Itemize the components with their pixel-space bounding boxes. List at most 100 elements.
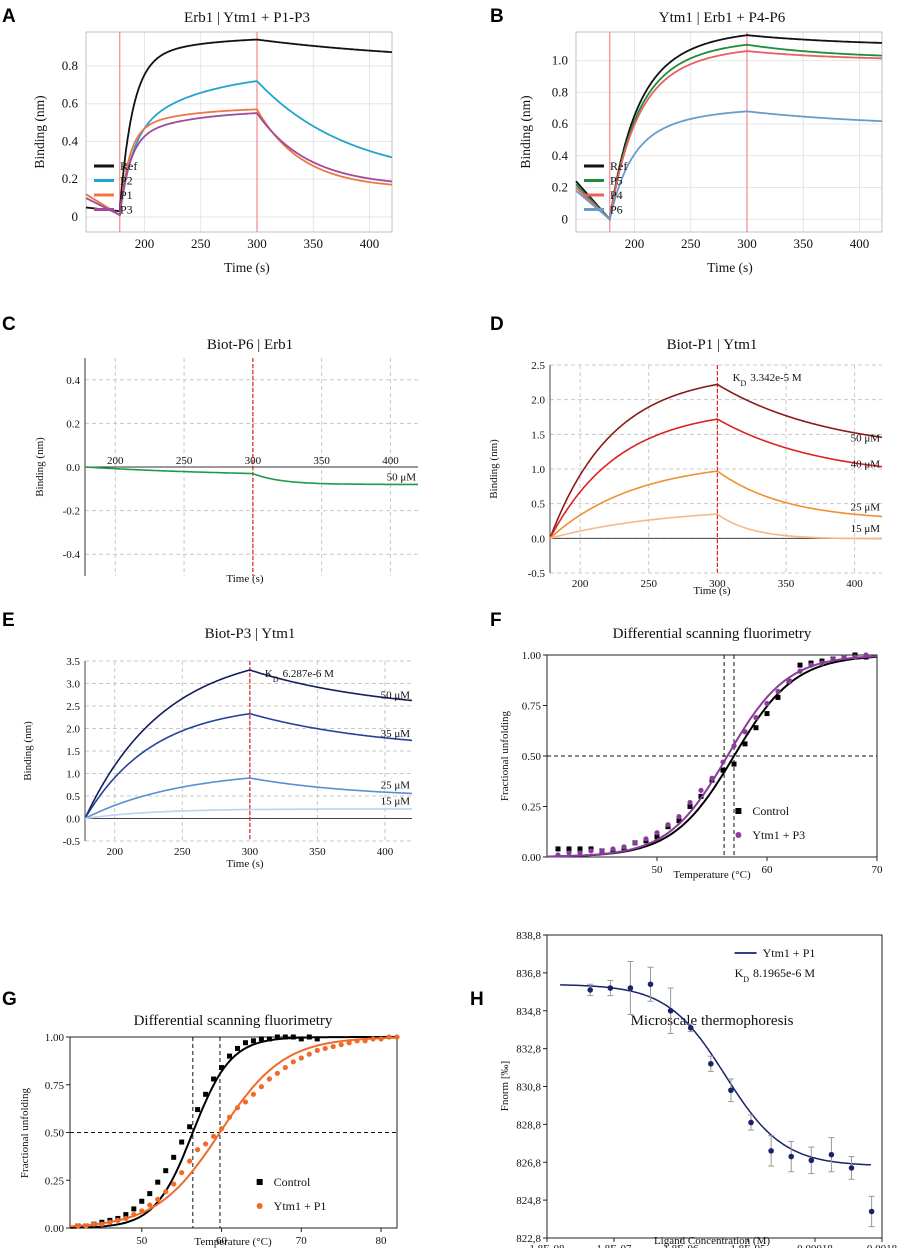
data-point (555, 846, 561, 852)
data-point (819, 660, 825, 666)
y-tick-label: 1.00 (522, 650, 542, 662)
y-tick-label: 2.5 (531, 360, 545, 372)
data-point (346, 1040, 352, 1046)
x-tick-label: 300 (709, 578, 726, 590)
data-point (588, 848, 594, 854)
chart-title: Biot-P6 | Erb1 (207, 337, 293, 353)
y-axis-label: Binding (nm) (488, 439, 500, 499)
panel-g: G Differential scanning fluorimetry 50 60 70… (2, 989, 400, 1248)
x-tick-label: 350 (313, 455, 330, 467)
data-point (788, 1153, 795, 1160)
data-point (643, 836, 649, 842)
data-point (627, 985, 634, 991)
y-tick-label: 0.4 (62, 133, 79, 148)
y-tick-label: 836,8 (516, 968, 541, 980)
x-tick-label: 250 (641, 578, 658, 590)
y-axis-label: Binding (nm) (34, 437, 46, 497)
series-line-50m (84, 669, 413, 819)
x-tick-label: 0,0018 (867, 1243, 898, 1248)
chart-title: Differential scanning fluorimetry (134, 1013, 333, 1029)
panel-label: H (470, 989, 484, 1010)
y-tick-label: 832,8 (516, 1044, 541, 1056)
data-point (868, 1208, 875, 1215)
y-tick-label: 0.75 (45, 1080, 65, 1092)
data-point (394, 1034, 400, 1040)
data-point (227, 1053, 233, 1059)
y-tick-label: 0.25 (522, 802, 542, 814)
data-point (131, 1206, 137, 1212)
data-point (123, 1212, 129, 1218)
y-tick-label: 0.5 (66, 791, 80, 803)
fit-curve (560, 984, 871, 1166)
y-tick-label: -0.5 (63, 836, 81, 848)
data-point (211, 1076, 217, 1082)
x-tick-label: 400 (850, 236, 870, 251)
legend-swatch (256, 1179, 263, 1185)
data-point (742, 729, 748, 735)
x-tick-label: 200 (107, 455, 124, 467)
y-tick-label: 828,8 (516, 1119, 541, 1131)
series-line-p3 (85, 112, 393, 217)
x-tick-label: 350 (778, 578, 795, 590)
data-point (179, 1170, 185, 1176)
legend-label: P6 (610, 203, 623, 217)
chart-title: Biot-P3 | Ytm1 (205, 626, 296, 642)
panel-label: G (2, 989, 17, 1010)
concentration-label: 40 μM (851, 458, 881, 470)
panel-label: C (2, 314, 16, 335)
data-point (654, 830, 660, 836)
series-line-50m (549, 383, 883, 539)
data-point (155, 1196, 161, 1202)
y-tick-label: 0.50 (45, 1128, 65, 1140)
data-point (621, 844, 627, 850)
data-point (91, 1221, 97, 1227)
y-tick-label: 838,8 (516, 930, 541, 942)
data-point (665, 822, 671, 828)
data-point (258, 1084, 265, 1090)
series-line-p2 (85, 80, 393, 217)
data-point (306, 1051, 312, 1057)
data-point (797, 668, 803, 674)
data-point (195, 1147, 201, 1153)
x-tick-label: 250 (681, 236, 701, 251)
data-point (764, 700, 770, 707)
panel-b: B Ytm1 | Erb1 + P4-P6 200 250 300 350 400 0 0.2 0… (490, 6, 883, 275)
legend-label: Ytm1 + P3 (752, 828, 805, 842)
series-line-50m (85, 466, 418, 486)
data-point (219, 1065, 225, 1071)
legend-label: Ref (610, 159, 627, 173)
data-point (566, 846, 572, 852)
data-point (274, 1034, 280, 1040)
data-point (708, 1060, 714, 1067)
y-tick-label: -0.2 (63, 506, 80, 518)
y-tick-label: 0.4 (66, 375, 80, 387)
panel-e: E Biot-P3 | Ytm1 200 250 300 350 400 -0.5 0.0 0.5… (2, 610, 413, 870)
data-point (607, 985, 614, 991)
legend-label: P4 (610, 188, 623, 202)
y-tick-label: 1.0 (552, 53, 568, 68)
data-point (786, 678, 792, 684)
y-axis-label: Binding (nm) (22, 721, 34, 781)
data-point (282, 1034, 288, 1040)
data-point (75, 1223, 81, 1229)
y-tick-label: 830,8 (516, 1082, 541, 1094)
y-tick-label: 0.2 (552, 180, 568, 195)
y-tick-label: 1.0 (531, 464, 545, 476)
data-point (290, 1034, 296, 1040)
x-tick-label: 60 (216, 1235, 228, 1247)
y-tick-label: 0.00 (45, 1223, 65, 1235)
y-tick-label: 0.6 (62, 96, 79, 111)
data-point (728, 1087, 734, 1094)
x-tick-label: 70 (296, 1235, 308, 1247)
data-point (720, 767, 726, 773)
data-point (258, 1036, 264, 1042)
x-axis-label: Ligand Concentration (M) (654, 1235, 770, 1247)
data-point (107, 1219, 113, 1225)
y-tick-label: 1.00 (45, 1032, 65, 1044)
data-point (330, 1043, 336, 1050)
y-tick-label: -0.4 (63, 549, 81, 561)
data-point (322, 1045, 328, 1052)
panel-d: D Biot-P1 | Ytm1 200 250 300 350 400 -0.5 0.0 0.5… (488, 314, 883, 597)
data-point (179, 1139, 185, 1145)
